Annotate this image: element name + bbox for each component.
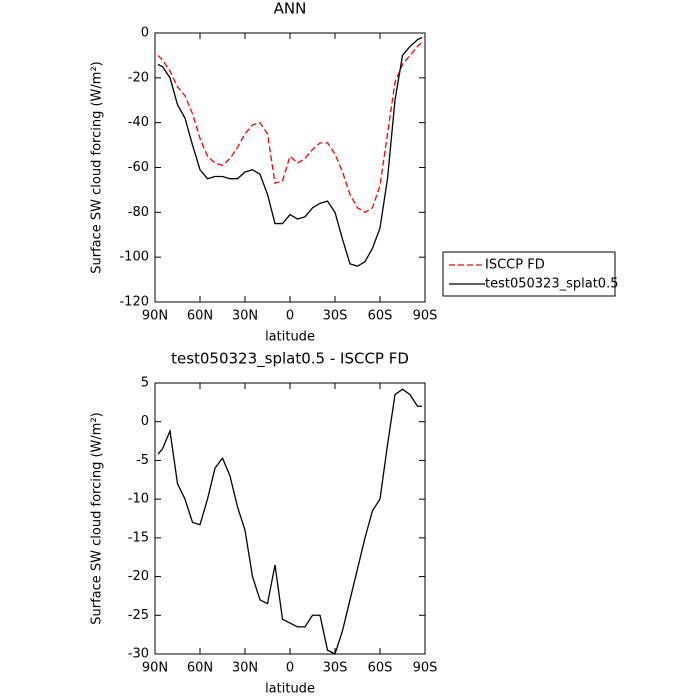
y-tick-label: -10	[128, 492, 149, 507]
x-tick-label: 90S	[413, 661, 438, 676]
x-tick-label: 0	[286, 661, 294, 676]
data-line	[157, 36, 423, 267]
x-tick-label: 30N	[232, 661, 258, 676]
chart-title: test050323_splat0.5 - ISCCP FD	[171, 350, 409, 369]
x-tick-label: 30N	[232, 309, 258, 324]
y-tick-label: -120	[119, 295, 149, 310]
plot-frame	[154, 32, 426, 303]
x-tick-label: 60N	[187, 309, 213, 324]
x-tick-label: 0	[286, 309, 294, 324]
y-tick-label: -25	[128, 608, 149, 623]
legend-label: ISCCP FD	[485, 258, 545, 273]
x-tick-label: 60N	[187, 661, 213, 676]
chart-title: ANN	[274, 0, 307, 18]
y-tick-label: -80	[128, 205, 149, 220]
y-tick-label: 0	[141, 414, 149, 429]
x-tick-label: 30S	[323, 309, 348, 324]
y-tick-label: -15	[128, 530, 149, 545]
y-tick-label: -60	[128, 160, 149, 175]
x-tick-label: 90N	[142, 661, 168, 676]
y-tick-label: -20	[128, 569, 149, 584]
y-tick-label: -100	[119, 250, 149, 265]
x-axis-label: latitude	[265, 682, 315, 697]
y-tick-label: -20	[128, 70, 149, 85]
y-axis-label: Surface SW cloud forcing (W/m²)	[90, 61, 105, 273]
y-tick-label: 0	[141, 26, 149, 41]
data-line	[157, 41, 423, 214]
y-tick-label: -5	[136, 453, 149, 468]
x-tick-label: 60S	[368, 309, 393, 324]
x-tick-label: 60S	[368, 661, 393, 676]
data-line	[157, 388, 422, 655]
y-tick-label: -40	[128, 115, 149, 130]
y-axis-label: Surface SW cloud forcing (W/m²)	[90, 412, 105, 624]
x-axis-label: latitude	[265, 330, 315, 345]
x-tick-label: 90N	[142, 309, 168, 324]
y-tick-label: -30	[128, 647, 149, 662]
plot-frame	[154, 382, 426, 655]
legend: ISCCP FD test050323_splat0.5	[442, 251, 618, 297]
x-tick-label: 30S	[323, 661, 348, 676]
legend-box	[442, 251, 616, 297]
x-tick-label: 90S	[413, 309, 438, 324]
y-tick-label: 5	[141, 376, 149, 391]
legend-label: test050323_splat0.5	[485, 277, 618, 292]
